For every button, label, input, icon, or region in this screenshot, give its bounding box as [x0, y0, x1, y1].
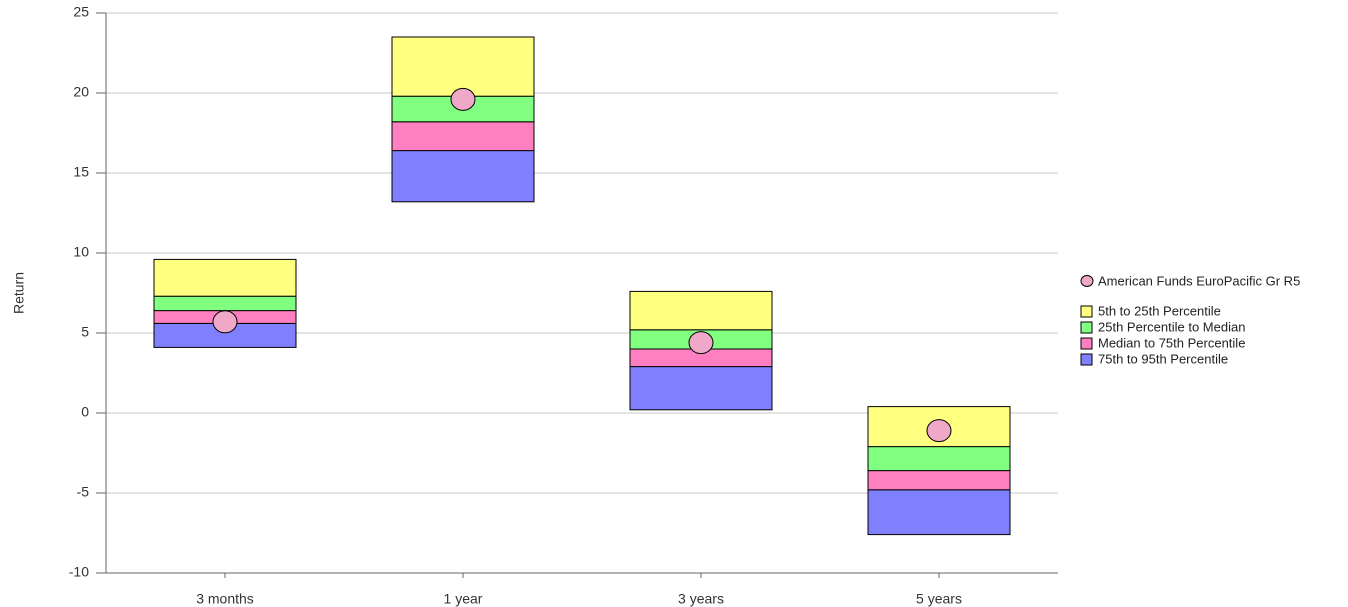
legend-swatch [1080, 337, 1093, 350]
y-tick-label: 25 [73, 4, 89, 20]
y-axis-label: Return [11, 272, 27, 314]
y-tick-label: -5 [77, 484, 90, 500]
x-tick-label: 1 year [444, 591, 483, 607]
percentile-band [629, 290, 773, 331]
legend-swatch [1080, 353, 1093, 366]
percentile-band [153, 258, 297, 297]
x-tick-label: 3 years [678, 591, 724, 607]
percentile-band [391, 36, 535, 97]
legend-label: 25th Percentile to Median [1098, 319, 1245, 334]
y-tick-label: -10 [69, 564, 89, 580]
fund-marker [688, 331, 714, 355]
legend-label: American Funds EuroPacific Gr R5 [1098, 273, 1300, 288]
y-tick-label: 20 [73, 84, 89, 100]
fund-marker [450, 87, 476, 111]
percentile-band [391, 150, 535, 203]
percentile-band [629, 366, 773, 411]
legend-label: 75th to 95th Percentile [1098, 351, 1228, 366]
x-tick-label: 5 years [916, 591, 962, 607]
legend-label: Median to 75th Percentile [1098, 335, 1245, 350]
fund-marker [212, 310, 238, 334]
y-tick-label: 10 [73, 244, 89, 260]
y-tick-label: 0 [81, 404, 89, 420]
percentile-band [153, 295, 297, 312]
percentile-band [867, 446, 1011, 472]
percentile-band [867, 489, 1011, 536]
legend-swatch [1080, 305, 1093, 318]
legend-swatch [1080, 321, 1093, 334]
fund-marker [926, 419, 952, 443]
y-tick-label: 15 [73, 164, 89, 180]
percentile-band [391, 121, 535, 152]
percentile-band [867, 470, 1011, 491]
legend-label: 5th to 25th Percentile [1098, 303, 1221, 318]
y-tick-label: 5 [81, 324, 89, 340]
x-tick-label: 3 months [196, 591, 254, 607]
legend-marker [1080, 275, 1094, 287]
